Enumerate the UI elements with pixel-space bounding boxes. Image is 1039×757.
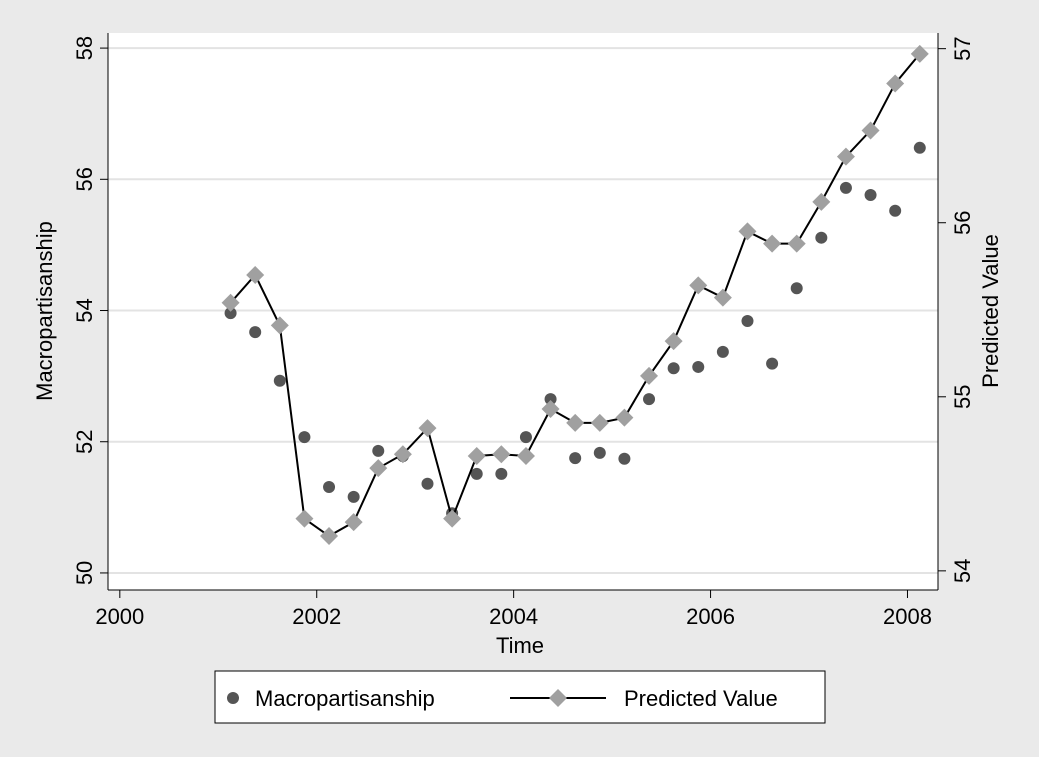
circle-marker <box>593 446 606 459</box>
circle-marker <box>421 477 434 490</box>
diamond-marker <box>467 446 486 465</box>
circle-marker <box>913 141 926 154</box>
legend-label: Predicted Value <box>624 686 778 711</box>
circle-marker <box>618 452 631 465</box>
diamond-marker <box>664 332 683 351</box>
y-tick-label: 52 <box>72 429 97 453</box>
circle-marker <box>716 345 729 358</box>
y2-tick-label: 55 <box>950 385 975 409</box>
circle-marker <box>249 326 262 339</box>
diamond-marker <box>393 445 412 464</box>
diamond-marker <box>516 446 535 465</box>
diamond-marker <box>566 413 585 432</box>
diamond-marker <box>492 445 511 464</box>
diamond-marker <box>689 276 708 295</box>
circle-marker <box>815 231 828 244</box>
diamond-marker <box>836 147 855 166</box>
diamond-marker <box>443 509 462 528</box>
circle-marker <box>372 444 385 457</box>
circle-marker <box>864 189 877 202</box>
x-tick-label: 2004 <box>489 604 538 629</box>
circle-marker <box>224 307 237 320</box>
circle-marker <box>741 315 754 328</box>
circle-marker <box>692 360 705 373</box>
y-tick-label: 50 <box>72 561 97 585</box>
circle-marker <box>273 374 286 387</box>
diamond-marker <box>910 44 929 63</box>
x-tick-label: 2008 <box>883 604 932 629</box>
diamond-marker <box>369 459 388 478</box>
diamond-marker <box>615 408 634 427</box>
circle-marker <box>667 362 680 375</box>
circle-marker <box>766 357 779 370</box>
diamond-marker <box>344 513 363 532</box>
diamond-marker <box>246 265 265 284</box>
y2-tick-label: 56 <box>950 210 975 234</box>
diamond-marker <box>295 509 314 528</box>
y-tick-label: 54 <box>72 298 97 322</box>
circle-marker <box>790 282 803 295</box>
circle-marker <box>347 490 360 503</box>
diamond-marker <box>590 413 609 432</box>
diamond-marker <box>812 192 831 211</box>
x-tick-label: 2002 <box>292 604 341 629</box>
circle-marker <box>470 467 483 480</box>
y2-tick-label: 54 <box>950 559 975 583</box>
legend <box>214 670 826 724</box>
x-tick-label: 2006 <box>686 604 735 629</box>
x-axis-title: Time <box>496 633 544 658</box>
y2-axis-title: Predicted Value <box>978 234 1003 388</box>
diamond-marker <box>221 293 240 312</box>
circle-marker <box>495 467 508 480</box>
diamond-marker <box>418 419 437 438</box>
diamond-marker <box>640 366 659 385</box>
circle-marker <box>544 393 557 406</box>
circle-marker <box>839 181 852 194</box>
circle-marker <box>643 393 656 406</box>
diamond-marker <box>549 689 567 707</box>
diamond-marker <box>738 222 757 241</box>
diamond-marker <box>713 288 732 307</box>
diamond-marker <box>320 527 339 546</box>
diamond-marker <box>541 399 560 418</box>
diamond-marker <box>886 74 905 93</box>
y-tick-label: 58 <box>72 36 97 60</box>
circle-marker <box>519 431 532 444</box>
circle-marker <box>889 204 902 217</box>
diamond-marker <box>861 121 880 140</box>
circle-marker <box>323 480 336 493</box>
y2-tick-label: 57 <box>950 36 975 60</box>
diamond-marker <box>763 234 782 253</box>
x-tick-label: 2000 <box>95 604 144 629</box>
diamond-marker <box>787 234 806 253</box>
legend-label: Macropartisanship <box>255 686 435 711</box>
circle-marker <box>298 431 311 444</box>
diamond-marker <box>270 316 289 335</box>
circle-marker <box>227 692 239 704</box>
y-axis-title: Macropartisanship <box>32 221 57 401</box>
y-tick-label: 56 <box>72 167 97 191</box>
circle-marker <box>569 452 582 465</box>
